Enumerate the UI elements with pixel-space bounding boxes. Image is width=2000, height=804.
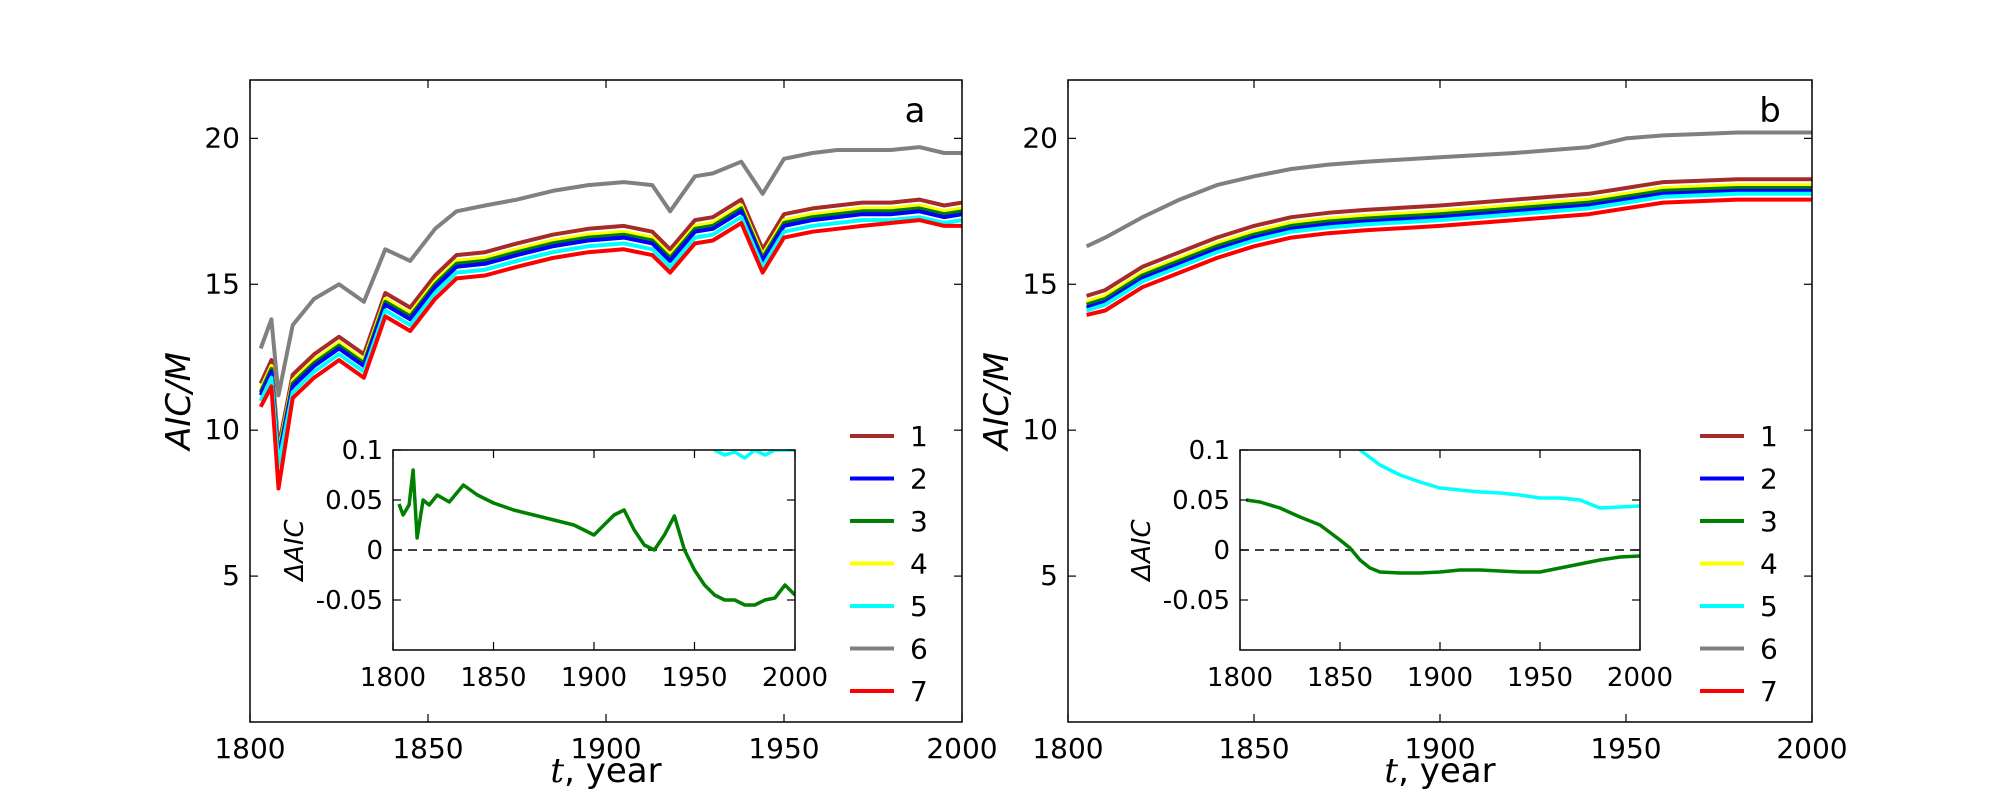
panel-b-inset-ytick-label: 0.1 [1189, 436, 1230, 466]
panel-a-inset-xtick-label: 1800 [360, 663, 426, 693]
panel-b-inset-xtick-label: 1800 [1207, 663, 1273, 693]
panel-b-inset-axes: 1800 1850 1900 1950 2000 0.1 0.05 0 -0.05 [1163, 436, 1673, 693]
panel-a-xtick-label: 1900 [570, 732, 641, 765]
panel-a-inset-xtick-label: 1950 [661, 663, 727, 693]
panel-b-xtick-label: 1950 [1590, 732, 1661, 765]
panel-b-inset-series-5-line [1358, 450, 1640, 510]
panel-b-series-group [1085, 130, 1812, 317]
panel-a-legend-label-2: 2 [910, 463, 928, 496]
panel-b-legend-label-6: 6 [1760, 633, 1778, 666]
panel-a-ytick-label: 15 [204, 267, 240, 300]
panel-a-inset-ytick-label: 0.1 [342, 436, 383, 466]
panel-b-legend-label-2: 2 [1760, 463, 1778, 496]
panel-b-series-7-line [1086, 197, 1812, 317]
panel-a-inset-ytick-label: 0 [366, 536, 383, 566]
panel-b-xtick-label: 2000 [1776, 732, 1847, 765]
panel-b-inset-ytick-label: 0.05 [1172, 486, 1230, 516]
panel-b-inset-xtick-label: 1900 [1407, 663, 1473, 693]
panel-a-series-3-line [258, 206, 962, 459]
panel-b-series-4-line [1085, 183, 1812, 304]
panel-b-ytick-label: 5 [1040, 559, 1058, 592]
panel-b-label: b [1759, 91, 1781, 131]
panel-a-inset-series-group [397, 450, 795, 607]
panel-b-legend-label-7: 7 [1760, 675, 1778, 708]
panel-a-series-5-line [258, 215, 962, 468]
panel-a-inset-xtick-label: 2000 [762, 663, 828, 693]
panel-a-ytick-label: 20 [204, 121, 240, 154]
panel-b-inset-xtick-label: 1850 [1307, 663, 1373, 693]
panel-a-legend-label-3: 3 [910, 505, 928, 538]
panel-b-inset-xtick-label: 2000 [1607, 663, 1673, 693]
panel-b-series-3-line [1086, 186, 1812, 307]
panel-a-legend-label-5: 5 [910, 590, 928, 623]
panel-a-ytick-label: 5 [222, 559, 240, 592]
panel-b-series-2-line [1086, 188, 1812, 310]
panel-b-ytick-label: 15 [1022, 267, 1058, 300]
panel-a-series-7-line [258, 218, 962, 491]
panel-b-ylabel: AIC/M [977, 352, 1017, 452]
panel-b-legend: 1 2 3 4 5 6 7 [1700, 420, 1778, 708]
panel-a-inset-xtick-label: 1900 [561, 663, 627, 693]
panel-b-legend-label-1: 1 [1760, 420, 1778, 453]
panel-a-series-2-line [258, 209, 962, 462]
panel-a-xlabel: t, year [550, 751, 661, 791]
panel-b-xlabel: t, year [1384, 751, 1495, 791]
panel-a-ylabel: AIC/M [159, 352, 199, 452]
panel-a-inset-series-5-line [713, 450, 795, 460]
panel-a-series-4-line [258, 203, 962, 456]
panel-a-series-6-line [258, 145, 962, 398]
panel-a-label: a [905, 91, 926, 131]
panel-a-legend-label-7: 7 [910, 675, 928, 708]
panel-b-ytick-label: 20 [1022, 121, 1058, 154]
panel-b-ytick-label: 10 [1022, 413, 1058, 446]
panel-a-inset-series-3-line [397, 468, 795, 607]
panel-a-xtick-label: 2000 [926, 732, 997, 765]
panel-b-inset-series-group [1245, 450, 1640, 575]
panel-a-inset-axes: 1800 1850 1900 1950 2000 0.1 0.05 0 -0.05 [316, 436, 828, 693]
panel-a-inset-xtick-label: 1850 [460, 663, 526, 693]
panel-b-legend-label-5: 5 [1760, 590, 1778, 623]
panel-a-legend-label-1: 1 [910, 420, 928, 453]
panel-b-series-6-line [1085, 130, 1812, 249]
panel-a-series-1-line [258, 197, 962, 450]
panel-a-ytick-label: 10 [204, 413, 240, 446]
panel-a-legend-label-6: 6 [910, 633, 928, 666]
panel-a-inset-ylabel: ΔAIC [280, 518, 310, 582]
panel-a-legend-label-4: 4 [910, 548, 928, 581]
panel-b-series-1-line [1086, 177, 1812, 298]
panel-b-inset-ytick-label: -0.05 [1163, 586, 1230, 616]
panel-b-legend-label-3: 3 [1760, 505, 1778, 538]
panel-b-xtick-label: 1800 [1032, 732, 1103, 765]
panel-a-xtick-label: 1850 [392, 732, 463, 765]
panel-b-series-5-line [1086, 191, 1812, 313]
panel-a-xtick-label: 1800 [214, 732, 285, 765]
panel-b-inset-xtick-label: 1950 [1507, 663, 1573, 693]
panel-b-xtick-label: 1900 [1404, 732, 1475, 765]
panel-a-inset-ytick-label: -0.05 [316, 586, 383, 616]
panel-b-xtick-label: 1850 [1218, 732, 1289, 765]
panel-a-xtick-label: 1950 [748, 732, 819, 765]
panel-a-legend: 1 2 3 4 5 6 7 [850, 420, 928, 708]
panel-b-inset-ylabel: ΔAIC [1127, 518, 1157, 582]
panel-a-series-group [258, 145, 962, 491]
panel-b-inset-ytick-label: 0 [1213, 536, 1230, 566]
panel-a-inset-ytick-label: 0.05 [325, 486, 383, 516]
panel-b-inset-series-3-line [1245, 498, 1640, 575]
panel-b-legend-label-4: 4 [1760, 548, 1778, 581]
